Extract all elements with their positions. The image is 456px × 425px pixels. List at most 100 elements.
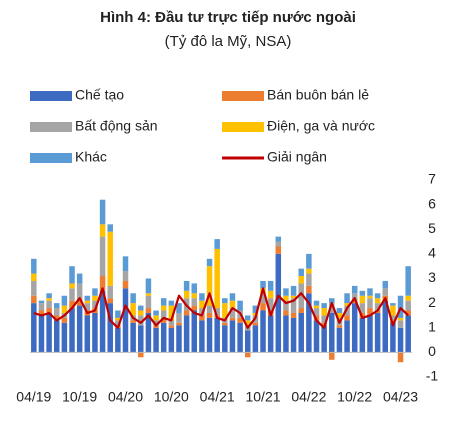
bar-segment [244,330,251,353]
bar-segment [76,273,83,284]
y-tick-label: -1 [426,368,439,384]
bar-segment [306,253,312,269]
bar-segment [298,276,304,284]
bar-segment [92,312,98,353]
bar-segment [61,305,68,313]
bar-segment [290,295,297,299]
bar-segment [306,293,312,353]
bar-segment [138,325,144,353]
bar-segment [222,303,228,318]
bar-segment [92,295,98,301]
bar-segment [222,322,228,326]
bar-segment [107,298,113,304]
bar-segment [275,241,282,247]
bar-segment [76,298,83,306]
bar-segment [160,305,167,311]
bar-segment [229,308,236,318]
bar-segment [31,295,37,304]
bar-segment [183,315,190,353]
bar-segment [397,327,404,353]
bar-segment [145,278,152,294]
x-tick-label: 10/20 [154,389,189,405]
bar-segment [176,303,182,313]
bar-segment [69,308,75,353]
bar-segment [321,325,327,353]
bar-segment [84,303,91,311]
bar-segment [283,300,289,311]
bar-segment [290,285,297,296]
bar-segment [344,315,350,321]
bar-segment [130,303,136,316]
bar-segment [69,288,75,301]
bar-segment [390,303,396,306]
bar-segment [244,320,251,326]
bar-segment [351,303,358,353]
legend-label: Giải ngân [267,149,327,165]
bar-segment [267,290,274,299]
bar-segment [244,352,251,358]
bar-segment [222,325,228,353]
y-tick-label: 7 [428,171,436,187]
bar-segment [168,305,175,321]
bar-segment [367,295,373,299]
bar-segment [122,256,129,272]
bar-segment [160,322,167,353]
bar-segment [138,352,144,358]
bar-segment [107,224,113,232]
bar-segment [76,305,83,353]
bar-segment [138,310,144,316]
bar-segment [275,246,282,254]
bar-segment [199,293,205,301]
bar-segment [329,298,335,304]
bar-segment [252,305,259,313]
bar-segment [397,320,404,328]
bar-segment [145,312,152,353]
bar-segment [405,315,411,353]
bar-segment [290,298,297,313]
bar-segment [69,283,75,289]
bar-segment [38,303,45,311]
bar-segment [38,300,45,304]
bar-segment [405,310,411,316]
bar-segment [283,310,289,316]
bar-segment [153,325,159,328]
x-tick-label: 04/20 [108,389,143,405]
bar-segment [336,327,343,353]
bar-segment [92,300,98,309]
bar-segment [267,315,274,353]
bar-segment [367,288,373,296]
bar-segment [313,305,320,309]
bar-segment [397,295,404,318]
bar-segment [138,305,144,311]
bar-segment [260,303,266,311]
bar-segment [329,303,335,313]
bar-segment [382,300,389,353]
bar-segment [237,317,243,323]
bar-segment [160,310,167,318]
bar-segment [382,280,389,289]
bar-segment [53,308,60,316]
bar-segment [130,322,136,353]
bar-segment [153,320,159,326]
bar-segment [115,317,121,321]
bar-segment [244,315,251,321]
bar-segment [122,271,129,281]
x-tick-label: 04/22 [291,389,326,405]
bar-segment [107,285,113,299]
bar-segment [374,298,381,304]
bar-segment [31,280,37,296]
bar-segment [206,312,213,318]
bar-segment [168,325,175,328]
bar-segment [390,315,396,321]
bar-segment [31,273,37,281]
bar-segment [344,293,350,304]
x-tick-label: 04/19 [16,389,51,405]
bar-segment [344,320,350,353]
y-tick-label: 3 [428,269,436,285]
bar-segment [298,283,304,309]
bar-segment [260,310,266,353]
y-tick-label: 5 [428,220,436,236]
bar-segment [69,300,75,309]
bar-segment [76,283,83,299]
